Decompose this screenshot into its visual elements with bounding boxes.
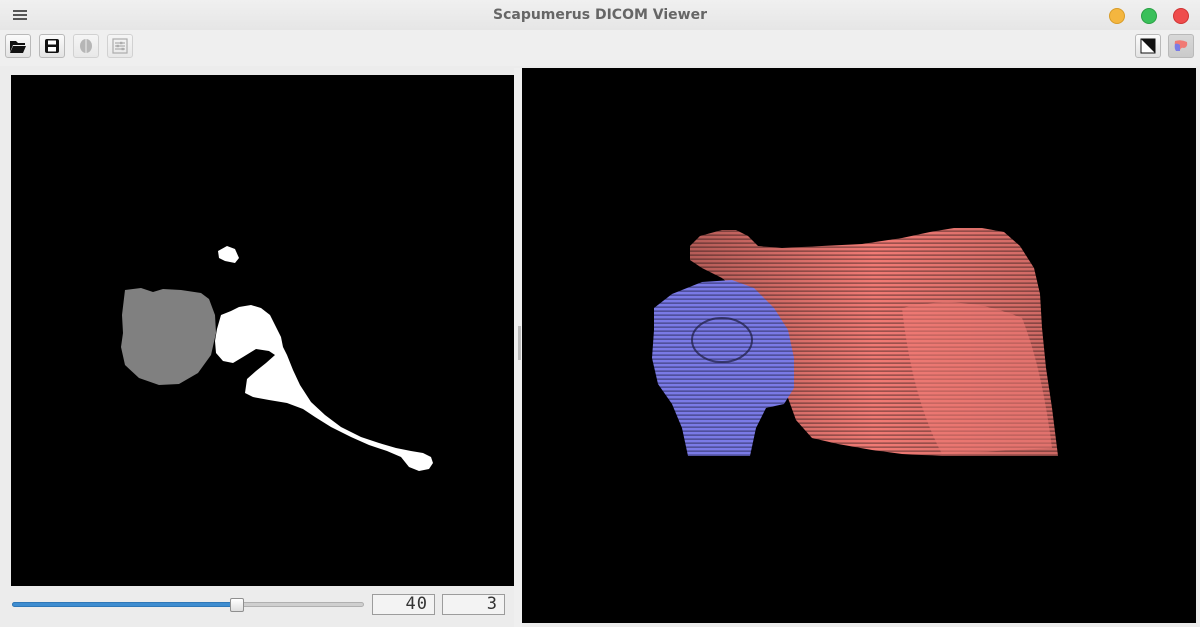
segment-button[interactable] — [73, 34, 99, 58]
toolbar — [0, 30, 1200, 66]
splitter-handle[interactable] — [518, 326, 521, 360]
scapula-mesh — [690, 228, 1058, 456]
save-button[interactable] — [39, 34, 65, 58]
segment-icon — [80, 39, 92, 53]
settings-panel-button[interactable] — [107, 34, 133, 58]
contrast-icon — [1140, 38, 1156, 54]
render-3d-button[interactable] — [1168, 34, 1194, 58]
coracoid-segment — [218, 246, 239, 263]
hamburger-menu-icon[interactable] — [12, 8, 28, 22]
slider-fill — [12, 602, 236, 607]
3d-render-icon — [1174, 40, 1188, 51]
title-bar: Scapumerus DICOM Viewer — [0, 0, 1200, 31]
settings-panel-icon — [112, 38, 128, 54]
open-button[interactable] — [5, 34, 31, 58]
3d-volume-view[interactable] — [522, 68, 1196, 623]
window-title: Scapumerus DICOM Viewer — [492, 7, 707, 23]
contrast-button[interactable] — [1135, 34, 1161, 58]
minimize-button[interactable] — [1109, 8, 1125, 24]
save-icon — [45, 39, 59, 53]
slice-view[interactable] — [11, 75, 514, 586]
close-button[interactable] — [1173, 8, 1189, 24]
label-number-display: 3 — [442, 594, 505, 615]
slider-thumb[interactable] — [230, 598, 244, 612]
slice-image — [121, 246, 433, 471]
humerus-segment — [121, 288, 216, 385]
maximize-button[interactable] — [1141, 8, 1157, 24]
scapula-segment — [215, 305, 433, 471]
slice-slider[interactable] — [12, 598, 364, 612]
folder-open-icon — [10, 41, 26, 53]
slice-number-display: 40 — [372, 594, 435, 615]
3d-render — [652, 228, 1058, 456]
humerus-mesh — [652, 280, 794, 456]
